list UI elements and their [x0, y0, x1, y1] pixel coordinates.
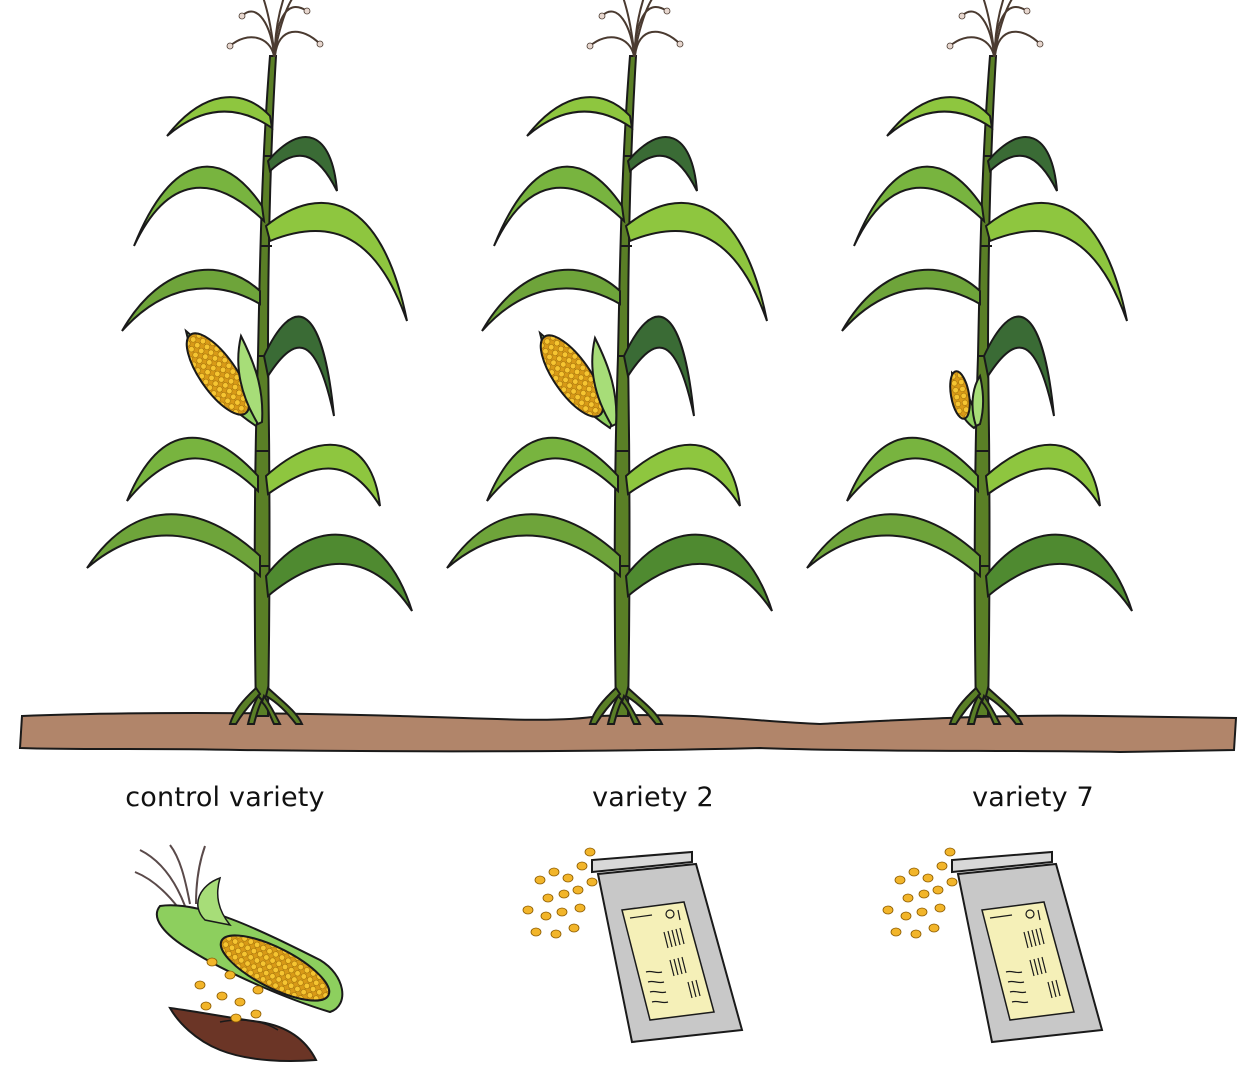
seed-packet-icon: [951, 851, 1103, 1043]
soil-ground: [18, 712, 1238, 754]
plant-label-control: control variety: [125, 782, 325, 813]
plant-variety-7: [806, 0, 1133, 725]
plant-control: [86, 0, 413, 725]
seed-packet-icon: [591, 851, 743, 1043]
plant-label-variety-2: variety 2: [592, 782, 714, 813]
plant-label-variety-7: variety 7: [972, 782, 1094, 813]
seeds-icon: [882, 847, 958, 939]
hand-with-cob-icon: [134, 844, 344, 1062]
plant-variety-2: [446, 0, 773, 725]
seeds-icon: [522, 847, 598, 939]
